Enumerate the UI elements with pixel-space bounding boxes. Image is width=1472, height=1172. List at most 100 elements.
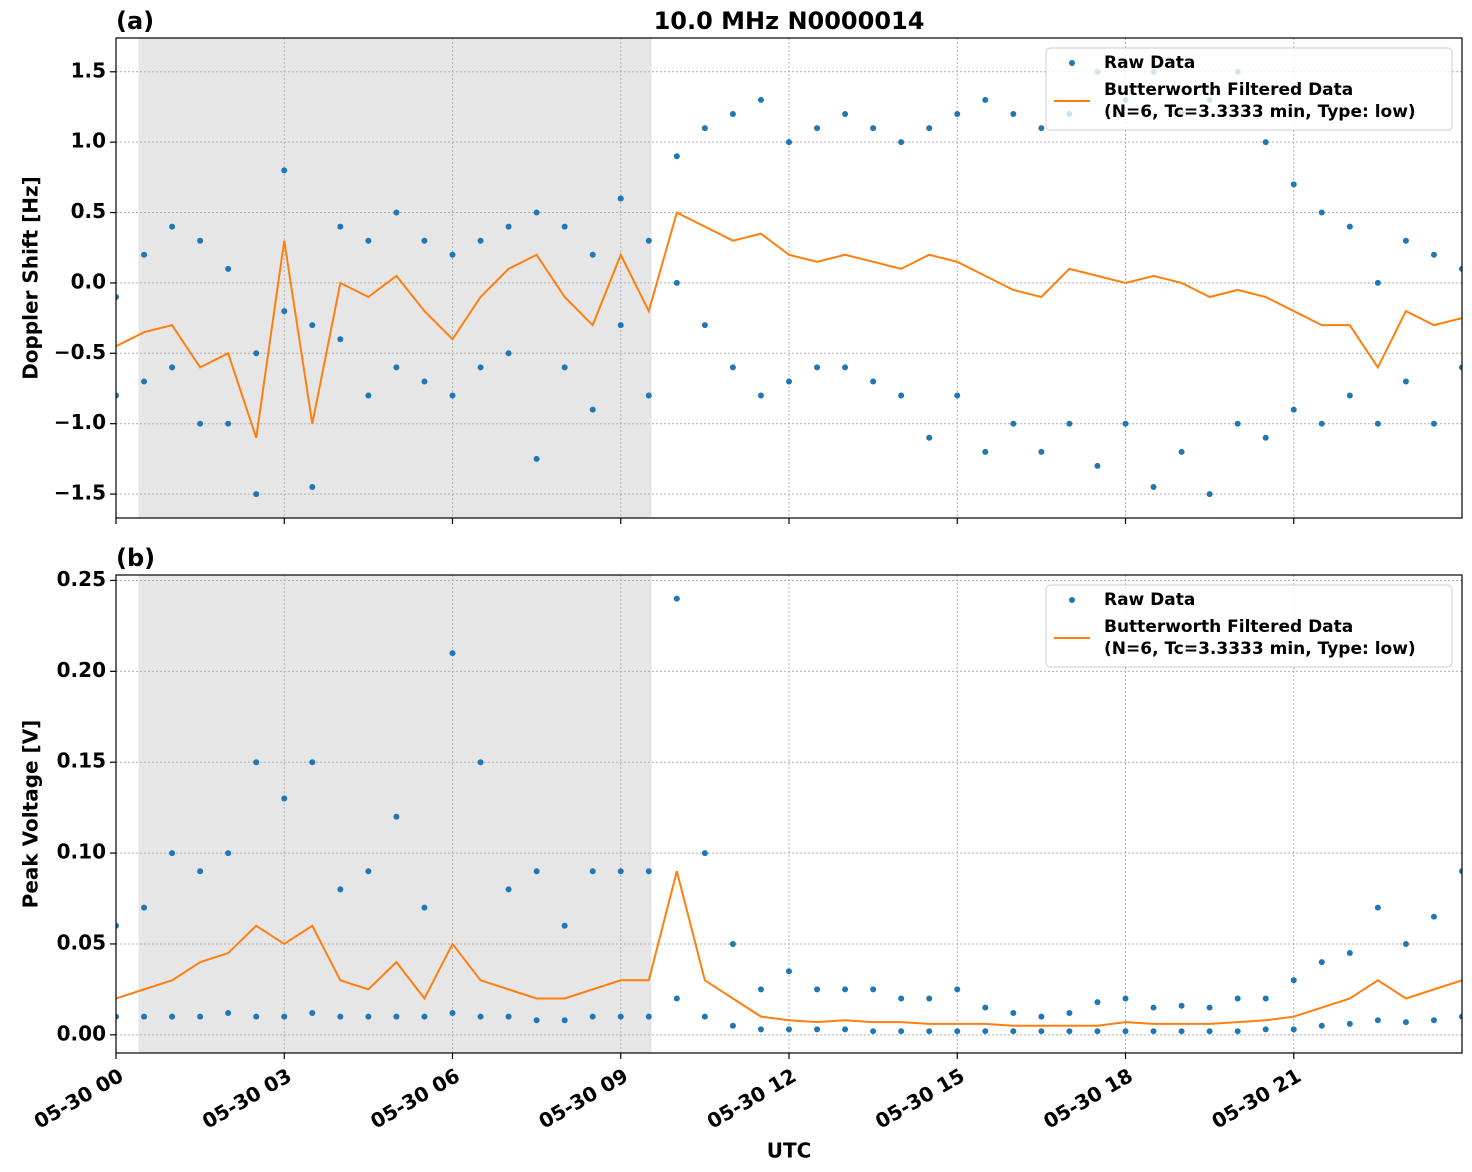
raw-point xyxy=(1150,1028,1157,1035)
raw-point xyxy=(1262,434,1269,441)
raw-point xyxy=(1430,913,1437,920)
raw-point xyxy=(1150,484,1157,491)
raw-point xyxy=(477,237,484,244)
raw-point xyxy=(645,1013,652,1020)
y-tick-label: 1.0 xyxy=(71,129,106,153)
raw-point xyxy=(926,434,933,441)
raw-point xyxy=(365,868,372,875)
raw-point xyxy=(814,1026,821,1033)
raw-point xyxy=(169,850,176,857)
raw-point xyxy=(1346,223,1353,230)
raw-point xyxy=(197,420,204,427)
raw-point xyxy=(365,237,372,244)
raw-point xyxy=(729,940,736,947)
legend-entry: Raw Data xyxy=(1104,590,1195,610)
raw-point xyxy=(842,111,849,118)
raw-point xyxy=(116,392,119,399)
filtered-line xyxy=(116,211,1462,439)
y-tick-label: 0.0 xyxy=(71,269,106,293)
raw-point xyxy=(1010,111,1017,118)
raw-point xyxy=(337,336,344,343)
raw-point xyxy=(1290,181,1297,188)
raw-point xyxy=(197,1013,204,1020)
raw-point xyxy=(1459,265,1462,272)
raw-point xyxy=(842,1026,849,1033)
raw-point xyxy=(729,364,736,371)
y-tick-label: 0.20 xyxy=(57,658,106,682)
raw-point xyxy=(589,251,596,258)
raw-point xyxy=(393,209,400,216)
raw-point xyxy=(1290,406,1297,413)
raw-point xyxy=(1346,1020,1353,1027)
raw-point xyxy=(1234,420,1241,427)
raw-point xyxy=(1178,448,1185,455)
raw-point xyxy=(842,364,849,371)
raw-point xyxy=(449,1010,456,1017)
raw-point xyxy=(561,223,568,230)
raw-point xyxy=(393,813,400,820)
raw-point xyxy=(449,650,456,657)
legend-entry: Butterworth Filtered Data (N=6, Tc=3.3333… xyxy=(1104,80,1416,122)
raw-point xyxy=(982,96,989,103)
raw-point xyxy=(337,223,344,230)
raw-point xyxy=(393,1013,400,1020)
raw-point xyxy=(870,1028,877,1035)
legend-box xyxy=(1045,47,1453,131)
y-axis-label: Peak Voltage [V] xyxy=(19,720,43,909)
raw-point xyxy=(477,364,484,371)
raw-point xyxy=(309,759,316,766)
raw-point xyxy=(1262,1026,1269,1033)
raw-point xyxy=(954,111,961,118)
raw-point xyxy=(1038,448,1045,455)
raw-point xyxy=(365,392,372,399)
raw-point xyxy=(449,392,456,399)
raw-point xyxy=(141,904,148,911)
raw-point xyxy=(1122,420,1129,427)
x-tick-label: 05-30 18 xyxy=(1039,1063,1137,1133)
raw-point xyxy=(1038,1013,1045,1020)
raw-point xyxy=(645,868,652,875)
x-tick-label: 05-30 00 xyxy=(30,1063,128,1133)
raw-point xyxy=(898,995,905,1002)
raw-point xyxy=(365,1013,372,1020)
raw-point xyxy=(1346,950,1353,957)
raw-point xyxy=(617,322,624,329)
raw-point xyxy=(477,759,484,766)
raw-point xyxy=(1094,999,1101,1006)
raw-point xyxy=(1318,1022,1325,1029)
raw-point xyxy=(1094,462,1101,469)
raw-point xyxy=(1402,237,1409,244)
y-tick-label: −0.5 xyxy=(54,340,106,364)
panel-label: (b) xyxy=(116,544,155,572)
raw-point xyxy=(1094,1028,1101,1035)
x-tick-label: 05-30 03 xyxy=(198,1063,296,1133)
raw-point xyxy=(253,759,260,766)
raw-point xyxy=(589,868,596,875)
raw-point xyxy=(645,237,652,244)
legend-entry: Raw Data xyxy=(1104,53,1195,73)
raw-point xyxy=(898,139,905,146)
raw-point xyxy=(1290,977,1297,984)
raw-point xyxy=(1430,1017,1437,1024)
raw-point xyxy=(842,986,849,993)
y-tick-label: −1.5 xyxy=(54,481,106,505)
raw-point xyxy=(701,322,708,329)
raw-point xyxy=(309,322,316,329)
raw-point xyxy=(1010,1010,1017,1017)
raw-point xyxy=(1038,1028,1045,1035)
raw-point xyxy=(197,237,204,244)
y-tick-label: 0.05 xyxy=(57,930,106,954)
raw-point xyxy=(1374,1017,1381,1024)
x-tick-label: 05-30 09 xyxy=(534,1063,632,1133)
raw-point xyxy=(1262,995,1269,1002)
raw-point xyxy=(1374,904,1381,911)
y-tick-label: −1.0 xyxy=(54,410,106,434)
raw-point xyxy=(281,167,288,174)
raw-point xyxy=(225,265,232,272)
raw-point xyxy=(757,392,764,399)
x-tick-label: 05-30 06 xyxy=(366,1063,464,1133)
raw-point xyxy=(1234,1028,1241,1035)
raw-point xyxy=(505,886,512,893)
raw-point xyxy=(1010,420,1017,427)
raw-point xyxy=(421,378,428,385)
